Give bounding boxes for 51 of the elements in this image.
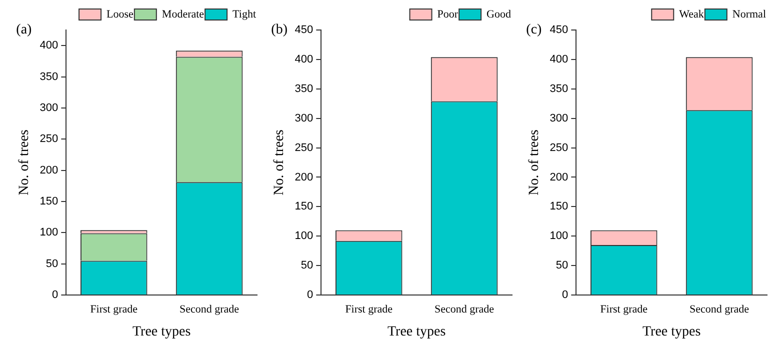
y-tick-label: 200 — [550, 171, 568, 184]
y-tick-label: 0 — [52, 289, 58, 302]
y-tick-label: 50 — [46, 258, 58, 270]
y-tick-label: 350 — [550, 82, 568, 95]
y-tick-label: 100 — [550, 230, 568, 242]
x-tick-label: Second grade — [434, 303, 494, 316]
y-tick-label: 450 — [294, 24, 314, 36]
y-axis-title: No. of trees — [17, 130, 32, 196]
y-tick-label: 200 — [40, 164, 58, 176]
chart-title: (c) — [526, 22, 542, 38]
x-tick-label: First grade — [345, 303, 393, 316]
x-tick-label: First grade — [600, 303, 648, 316]
legend-label: Loose — [106, 8, 134, 20]
y-tick-label: 200 — [294, 171, 314, 184]
y-tick-label: 250 — [550, 142, 568, 154]
y-axis-title: No. of trees — [272, 130, 288, 196]
x-axis-title: Tree types — [132, 324, 191, 340]
y-tick-label: 300 — [294, 112, 314, 124]
legend-label: Weak — [679, 8, 704, 20]
x-axis-title: Tree types — [642, 324, 701, 340]
y-tick-label: 150 — [294, 200, 314, 213]
chart-title: (a) — [16, 22, 32, 38]
y-tick-label: 0 — [562, 289, 568, 302]
y-tick-label: 450 — [550, 24, 568, 36]
x-tick-label: Second grade — [180, 303, 240, 316]
y-tick-label: 400 — [294, 53, 314, 66]
legend-label: Moderate — [162, 8, 204, 20]
y-tick-label: 100 — [40, 226, 58, 239]
y-tick-label: 250 — [40, 133, 58, 146]
y-tick-label: 300 — [550, 112, 568, 124]
legend-label: Poor — [437, 8, 458, 20]
y-tick-label: 50 — [300, 260, 314, 272]
chart-title: (b) — [271, 22, 288, 38]
x-tick-label: Second grade — [690, 303, 750, 316]
legend-label: Good — [486, 8, 512, 20]
legend-label: Normal — [732, 8, 766, 20]
y-tick-label: 150 — [40, 196, 58, 208]
legend-label: Tight — [232, 8, 256, 20]
y-axis-title: No. of trees — [527, 130, 542, 196]
x-axis-title: Tree types — [387, 324, 446, 340]
y-tick-label: 350 — [40, 70, 58, 83]
y-tick-label: 300 — [40, 102, 58, 114]
y-tick-label: 150 — [550, 200, 568, 213]
y-tick-label: 400 — [40, 40, 58, 52]
y-tick-label: 250 — [294, 142, 314, 154]
y-tick-label: 50 — [556, 260, 568, 272]
y-tick-label: 400 — [550, 53, 568, 66]
y-tick-label: 100 — [294, 230, 314, 242]
y-tick-label: 0 — [307, 289, 314, 302]
x-tick-label: First grade — [90, 303, 138, 316]
y-tick-label: 350 — [294, 82, 314, 95]
